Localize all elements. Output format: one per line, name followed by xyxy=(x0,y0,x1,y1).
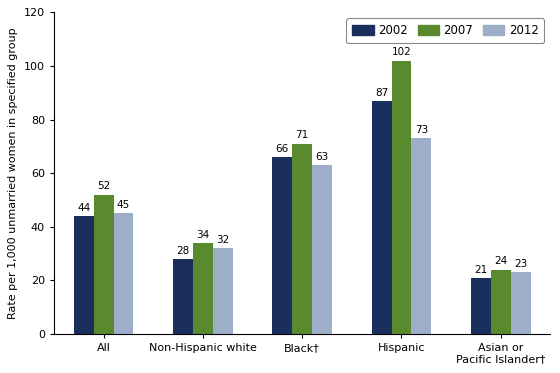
Text: 87: 87 xyxy=(375,88,388,98)
Bar xyxy=(213,248,233,334)
Y-axis label: Rate per 1,000 unmarried women in specified group: Rate per 1,000 unmarried women in specif… xyxy=(8,27,18,319)
Bar xyxy=(372,101,391,334)
Text: 63: 63 xyxy=(315,152,329,162)
Bar xyxy=(114,213,133,334)
Text: 102: 102 xyxy=(391,47,412,57)
Bar xyxy=(74,216,94,334)
Bar xyxy=(471,278,491,334)
Text: 23: 23 xyxy=(514,259,527,269)
Text: 32: 32 xyxy=(216,235,230,245)
Text: 52: 52 xyxy=(97,181,110,191)
Bar xyxy=(511,272,530,334)
Bar xyxy=(173,259,193,334)
Text: 66: 66 xyxy=(276,144,289,154)
Text: 73: 73 xyxy=(415,125,428,135)
Text: 21: 21 xyxy=(474,264,488,275)
Bar xyxy=(491,270,511,334)
Text: 45: 45 xyxy=(117,200,130,210)
Text: 34: 34 xyxy=(197,230,209,240)
Bar xyxy=(193,243,213,334)
Bar xyxy=(292,144,312,334)
Text: 44: 44 xyxy=(77,203,91,213)
Text: 71: 71 xyxy=(296,131,309,141)
Bar xyxy=(312,165,332,334)
Bar xyxy=(272,157,292,334)
Legend: 2002, 2007, 2012: 2002, 2007, 2012 xyxy=(347,18,544,43)
Bar xyxy=(391,60,412,334)
Bar xyxy=(412,138,431,334)
Text: 28: 28 xyxy=(176,246,190,256)
Text: 24: 24 xyxy=(494,257,507,266)
Bar xyxy=(94,195,114,334)
